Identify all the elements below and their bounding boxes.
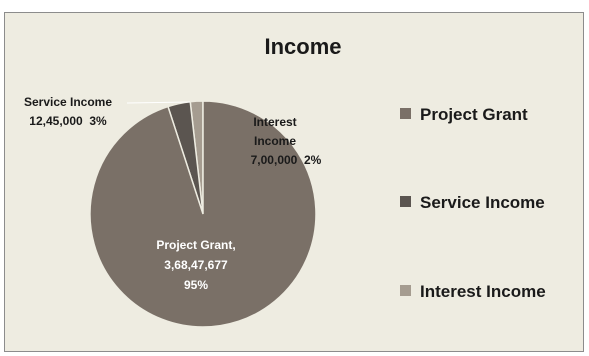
data-label-interest-name-2: Income bbox=[254, 134, 296, 148]
pie-slices bbox=[89, 100, 317, 328]
legend-swatch-project-grant bbox=[400, 108, 411, 119]
data-label-interest-name-1: Interest bbox=[253, 115, 296, 129]
legend-label-service-income: Service Income bbox=[420, 193, 545, 212]
legend-label-interest-income: Interest Income bbox=[420, 282, 546, 301]
data-label-service-name: Service Income bbox=[24, 95, 112, 109]
data-label-project-value: 3,68,47,677 bbox=[164, 258, 228, 272]
data-label-project-percent: 95% bbox=[184, 278, 208, 292]
legend: Project Grant Service Income Interest In… bbox=[400, 105, 546, 301]
legend-label-project-grant: Project Grant bbox=[420, 105, 528, 124]
pie-slice-project-grant bbox=[89, 100, 317, 328]
legend-swatch-service-income bbox=[400, 196, 411, 207]
data-label-project-name: Project Grant, bbox=[156, 238, 235, 252]
chart-title: Income bbox=[264, 34, 341, 59]
legend-swatch-interest-income bbox=[400, 285, 411, 296]
service-leader-line bbox=[126, 101, 191, 104]
data-label-interest-value: 7,00,000 2% bbox=[251, 153, 322, 167]
data-label-service-value: 12,45,000 3% bbox=[29, 114, 107, 128]
